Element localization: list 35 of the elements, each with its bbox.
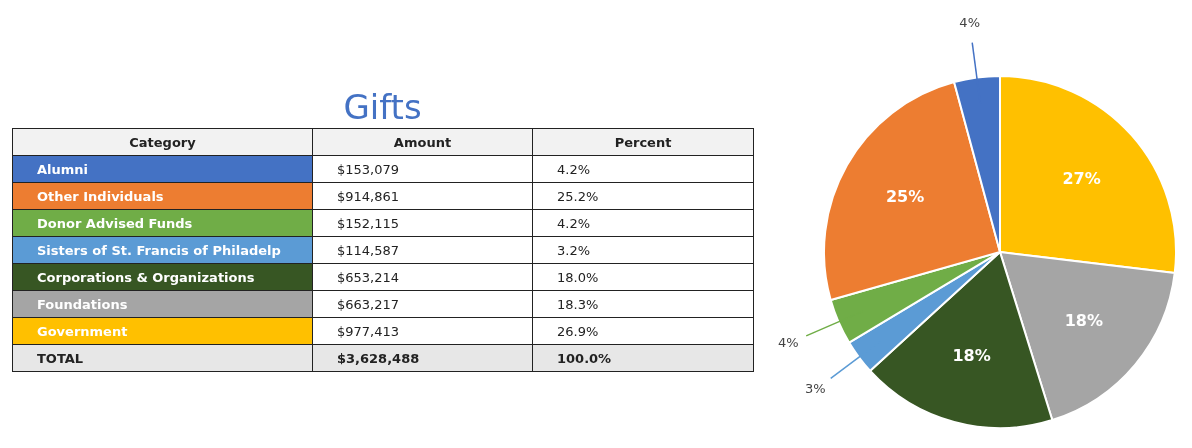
category-label: TOTAL (37, 350, 84, 366)
text: $653,214 (337, 269, 400, 285)
category-label: Percent (532, 128, 754, 156)
text: 26.9% (557, 323, 599, 339)
text: Gifts (342, 86, 423, 128)
category-label: Government (37, 323, 128, 339)
category-label: Amount (312, 128, 533, 156)
text: 4.2% (557, 215, 591, 231)
text: 18.3% (557, 296, 599, 312)
text: $153,079 (337, 161, 400, 177)
text: 18.0% (557, 269, 599, 285)
text: $663,217 (337, 296, 400, 312)
category-label: Alumni (37, 161, 89, 177)
data-label: 4% (959, 14, 980, 30)
text: $114,587 (337, 242, 400, 258)
category-label: Other Individuals (37, 188, 164, 204)
data-label: 25% (885, 187, 925, 207)
text: $3,628,488 (337, 350, 420, 366)
text: $977,413 (337, 323, 400, 339)
data-label: 27% (1062, 168, 1101, 188)
data-label: 3% (804, 381, 826, 397)
data-label: 18% (952, 346, 991, 366)
text: Category (12, 128, 313, 156)
data-label: 4% (778, 334, 799, 350)
category-label: Sisters of St. Francis of Philadelp (37, 242, 281, 258)
text: 25.2% (557, 188, 599, 204)
text: 3.2% (557, 242, 591, 258)
category-label: Foundations (37, 296, 128, 312)
text: 100.0% (557, 350, 612, 366)
text: $914,861 (337, 188, 400, 204)
text: 4.2% (557, 161, 591, 177)
category-label: Corporations & Organizations (37, 269, 255, 285)
text: $152,115 (337, 215, 400, 231)
category-label: Donor Advised Funds (37, 215, 193, 231)
data-label: 18% (1064, 310, 1104, 330)
